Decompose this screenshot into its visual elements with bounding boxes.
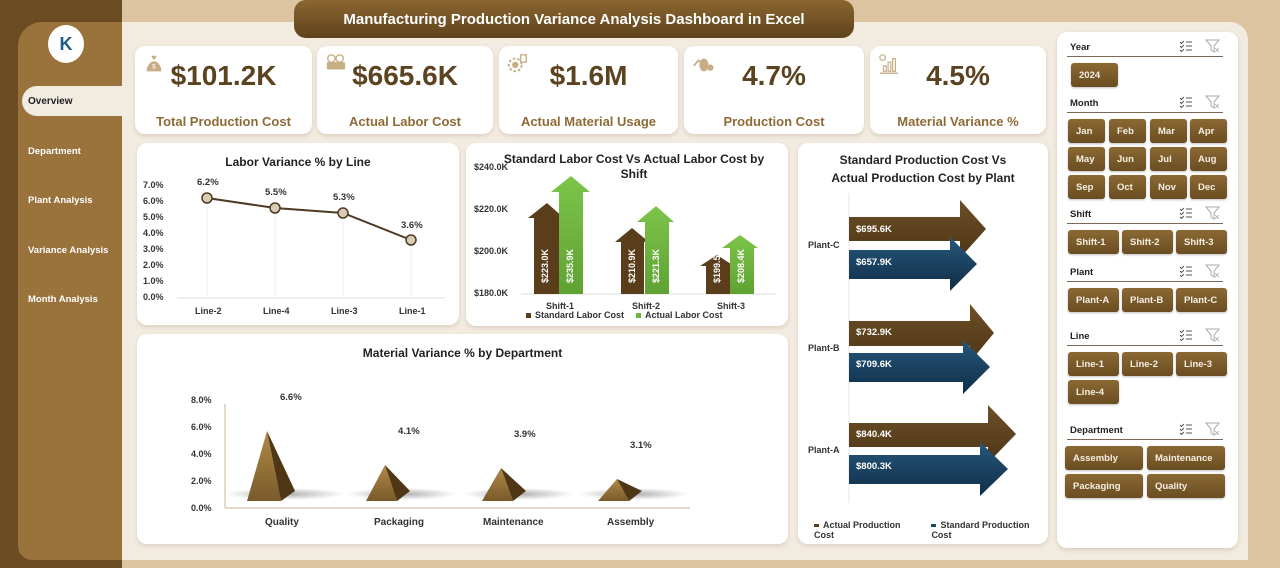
slicer-month-feb[interactable]: Feb	[1109, 119, 1146, 143]
chart-material-variance-by-department: Material Variance % by Department 8.0% 6…	[137, 334, 788, 544]
slicer-year-2024[interactable]: 2024	[1071, 63, 1118, 87]
growth-chart-icon	[879, 54, 899, 74]
sidebar-item-month-analysis[interactable]: Month Analysis	[28, 293, 98, 305]
slicer-plant-c[interactable]: Plant-C	[1176, 288, 1227, 312]
page-title: Manufacturing Production Variance Analys…	[294, 0, 854, 38]
slicer-month-jul[interactable]: Jul	[1150, 147, 1187, 171]
slicer-month-mar[interactable]: Mar	[1150, 119, 1187, 143]
slicer-line-header: Line	[1067, 328, 1223, 346]
multi-select-icon[interactable]	[1179, 328, 1193, 342]
slicer-line-3[interactable]: Line-3	[1176, 352, 1227, 376]
kpi-card-material-variance: 4.5% Material Variance %	[870, 46, 1046, 134]
slicer-month-apr[interactable]: Apr	[1190, 119, 1227, 143]
multi-select-icon[interactable]	[1179, 206, 1193, 220]
legend-actual-labor: Actual Labor Cost	[636, 310, 723, 320]
slicer-line-2[interactable]: Line-2	[1122, 352, 1173, 376]
clear-filter-icon[interactable]	[1205, 264, 1221, 278]
slicer-shift-1[interactable]: Shift-1	[1068, 230, 1119, 254]
investment-icon	[693, 58, 714, 72]
kpi-card-actual-material-usage: $1.6M Actual Material Usage	[499, 46, 678, 134]
slicer-shift-header: Shift	[1067, 206, 1223, 224]
slicer-line-1[interactable]: Line-1	[1068, 352, 1119, 376]
slicer-month-dec[interactable]: Dec	[1190, 175, 1227, 199]
legend-standard-labor: Standard Labor Cost	[526, 310, 624, 320]
slicer-dept-quality[interactable]: Quality	[1147, 474, 1225, 498]
kpi-card-total-production-cost: $ $101.2K Total Production Cost	[135, 46, 312, 134]
legend-standard-production: Standard Production Cost	[931, 520, 1030, 540]
clear-filter-icon[interactable]	[1205, 206, 1221, 220]
clear-filter-icon[interactable]	[1205, 422, 1221, 436]
kpi-card-actual-labor-cost: $665.6K Actual Labor Cost	[317, 46, 493, 134]
multi-select-icon[interactable]	[1179, 264, 1193, 278]
arrow-column-plot	[521, 176, 776, 295]
slicer-month-oct[interactable]: Oct	[1109, 175, 1146, 199]
line-plot	[177, 192, 445, 299]
slicer-month-aug[interactable]: Aug	[1190, 147, 1227, 171]
chart-legend: Actual Production Cost Standard Producti…	[814, 520, 1048, 540]
arrow-bar-plot	[848, 193, 1016, 503]
clear-filter-icon[interactable]	[1205, 39, 1221, 53]
money-bag-icon: $	[146, 55, 162, 72]
clear-filter-icon[interactable]	[1205, 328, 1221, 342]
slicer-dept-packaging[interactable]: Packaging	[1065, 474, 1143, 498]
pyramid-plot	[224, 404, 690, 509]
slicer-year-header: Year	[1067, 39, 1223, 57]
slicer-plant-b[interactable]: Plant-B	[1122, 288, 1173, 312]
kpi-card-production-cost: 4.7% Production Cost	[684, 46, 864, 134]
svg-text:$: $	[152, 64, 156, 71]
chart-labor-cost-by-shift: Standard Labor Cost Vs Actual Labor Cost…	[466, 143, 788, 326]
slicer-month-jan[interactable]: Jan	[1068, 119, 1105, 143]
slicer-shift-3[interactable]: Shift-3	[1176, 230, 1227, 254]
legend-actual-production: Actual Production Cost	[814, 520, 901, 540]
slicer-department-header: Department	[1067, 422, 1223, 440]
multi-select-icon[interactable]	[1179, 422, 1193, 436]
chart-legend: Standard Labor Cost Actual Labor Cost	[526, 310, 723, 320]
slicer-month-may[interactable]: May	[1068, 147, 1105, 171]
slicer-plant-header: Plant	[1067, 264, 1223, 282]
slicer-month-sep[interactable]: Sep	[1068, 175, 1105, 199]
multi-select-icon[interactable]	[1179, 39, 1193, 53]
sidebar-item-department[interactable]: Department	[28, 145, 81, 157]
clear-filter-icon[interactable]	[1205, 95, 1221, 109]
gear-money-icon	[507, 54, 527, 73]
slicer-panel: Year 2024 Month Jan Feb Mar Apr May Jun …	[1057, 32, 1238, 548]
slicer-month-jun[interactable]: Jun	[1109, 147, 1146, 171]
slicer-dept-maintenance[interactable]: Maintenance	[1147, 446, 1225, 470]
sidebar-item-overview[interactable]: Overview	[22, 86, 122, 116]
multi-select-icon[interactable]	[1179, 95, 1193, 109]
slicer-month-nov[interactable]: Nov	[1150, 175, 1187, 199]
slicer-dept-assembly[interactable]: Assembly	[1065, 446, 1143, 470]
chart-labor-variance-by-line: Labor Variance % by Line 7.0% 6.0% 5.0% …	[137, 143, 459, 325]
cash-stack-icon	[326, 54, 346, 70]
slicer-line-4[interactable]: Line-4	[1068, 380, 1119, 404]
slicer-plant-a[interactable]: Plant-A	[1068, 288, 1119, 312]
slicer-month-header: Month	[1067, 95, 1223, 113]
logo: K	[48, 25, 84, 63]
slicer-shift-2[interactable]: Shift-2	[1122, 230, 1173, 254]
sidebar-item-variance-analysis[interactable]: Variance Analysis	[28, 244, 109, 256]
sidebar-item-plant-analysis[interactable]: Plant Analysis	[28, 194, 93, 206]
chart-production-cost-by-plant: Standard Production Cost Vs Actual Produ…	[798, 143, 1048, 544]
